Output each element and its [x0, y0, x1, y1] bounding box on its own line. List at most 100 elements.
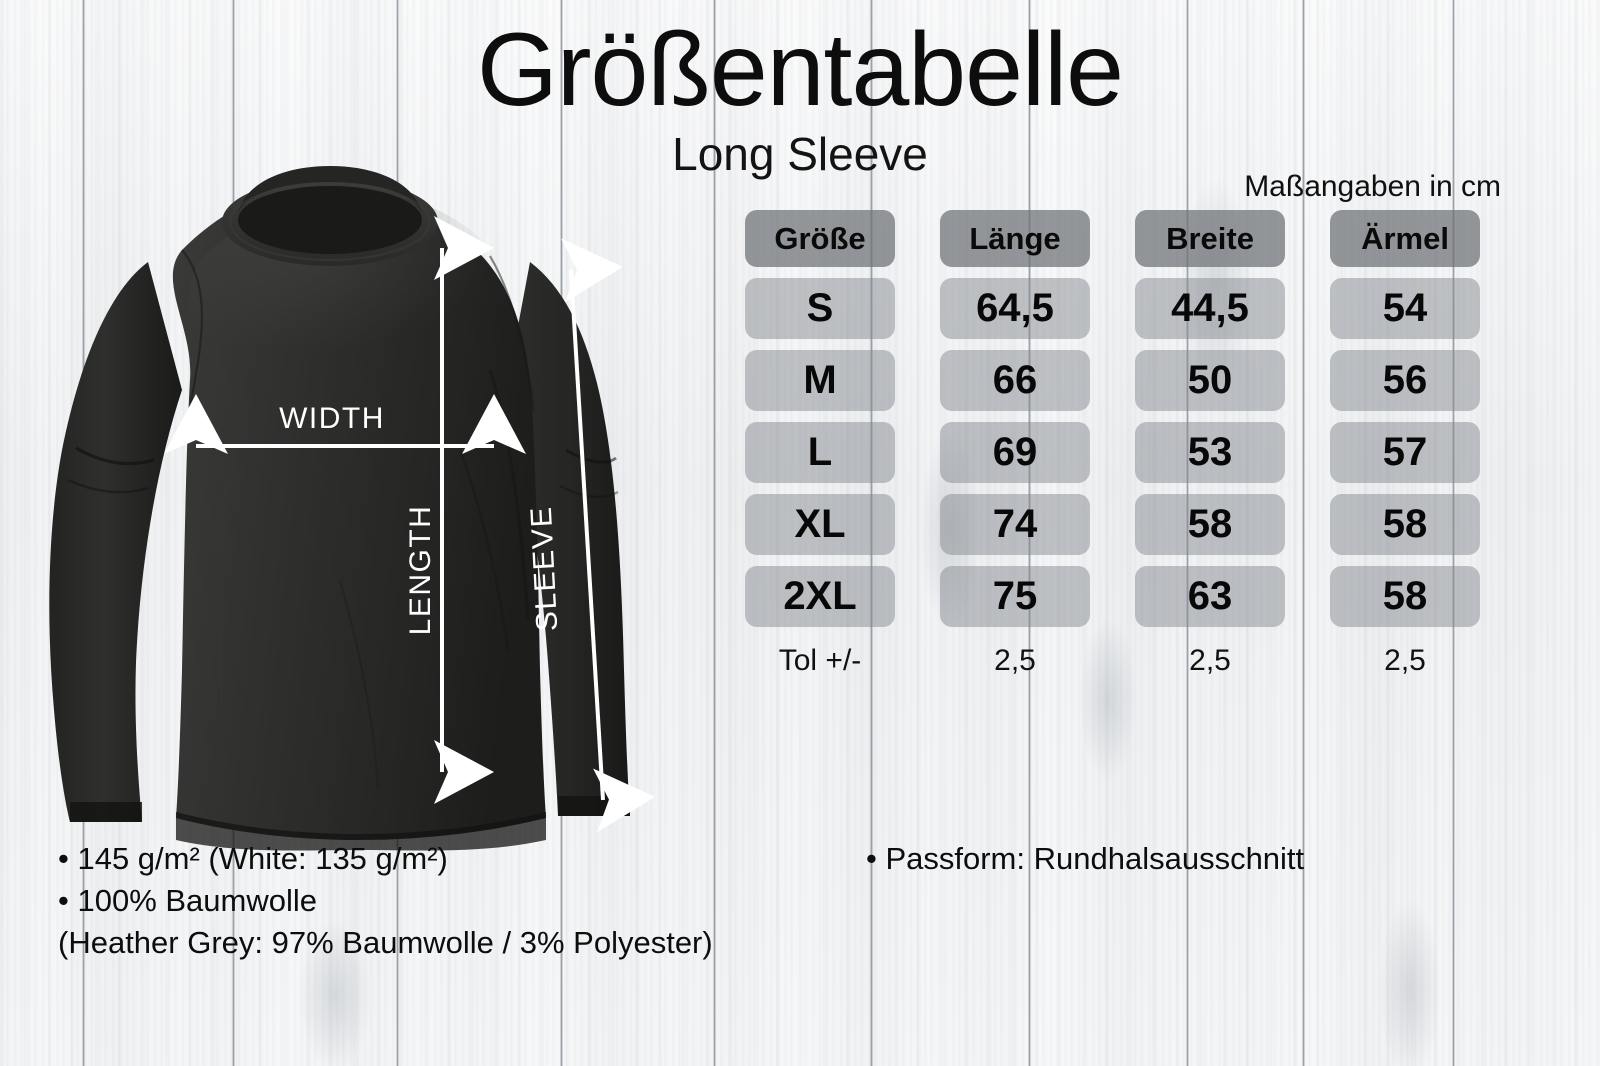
tolerance-value: 2,5 [1384, 644, 1426, 677]
width-cell: 63 [1135, 566, 1285, 627]
wood-knot [920, 430, 980, 630]
cell-value: 69 [992, 430, 1038, 474]
length-cell: 69 [940, 422, 1090, 483]
table-row-l: L 69 53 57 [745, 422, 1525, 483]
page-subtitle: Long Sleeve [672, 128, 928, 181]
table-row-s: S 64,5 44,5 54 [745, 278, 1525, 339]
width-measure-label: WIDTH [279, 402, 385, 435]
material-notes: • 145 g/m² (White: 135 g/m²) • 100% Baum… [58, 838, 713, 964]
size-cell: M [745, 350, 895, 411]
plank-seam [1028, 0, 1031, 1066]
shirt-left-sleeve [49, 262, 183, 822]
table-row-xl: XL 74 58 58 [745, 494, 1525, 555]
tolerance-length-cell: 2,5 [940, 638, 1090, 684]
sleeve-cell: 58 [1330, 494, 1480, 555]
plank-seam [713, 0, 716, 1066]
cell-value: 44,5 [1171, 286, 1249, 330]
table-header-aermel: Ärmel [1330, 210, 1480, 267]
cell-value: 53 [1187, 430, 1233, 474]
length-measure-label: LENGTH [404, 505, 437, 636]
tolerance-width-cell: 2,5 [1135, 638, 1285, 684]
shirt-sleeve-fold-left [67, 478, 149, 494]
page-title: Größentabelle [476, 12, 1124, 128]
tolerance-label-cell: Tol +/- [745, 638, 895, 684]
cell-value: 56 [1382, 358, 1428, 402]
table-row-m: M 66 50 56 [745, 350, 1525, 411]
table-tolerance-row: Tol +/- 2,5 2,5 2,5 [745, 638, 1525, 684]
shirt-shoulder-seam-right [489, 255, 536, 413]
plank-seam [870, 0, 873, 1066]
sleeve-measure-label: SLEEVE [525, 505, 565, 632]
table-header-row: Größe Länge Breite Ärmel [745, 210, 1525, 267]
cell-value: 75 [992, 574, 1038, 618]
cell-value: 58 [1187, 502, 1233, 546]
tolerance-label: Tol +/- [778, 644, 862, 677]
plank-seam [1186, 0, 1189, 1066]
sleeve-cell: 58 [1330, 566, 1480, 627]
length-cell: 64,5 [940, 278, 1090, 339]
cell-value: 57 [1382, 430, 1428, 474]
shirt-fold [338, 579, 380, 791]
wood-knot [1080, 620, 1136, 780]
size-cell: S [745, 278, 895, 339]
fit-notes: • Passform: Rundhalsausschnitt [866, 838, 1304, 880]
size-cell: L [745, 422, 895, 483]
width-cell: 53 [1135, 422, 1285, 483]
width-cell: 44,5 [1135, 278, 1285, 339]
cell-value: M [803, 358, 837, 402]
note-material: • 100% Baumwolle [58, 882, 317, 918]
shirt-right-cuff [558, 796, 630, 816]
cell-value: 63 [1187, 574, 1233, 618]
wood-knot [1380, 900, 1440, 1066]
shirt-collar-back [238, 166, 422, 214]
cell-value: 64,5 [976, 286, 1054, 330]
cell-value: 2XL [783, 574, 857, 618]
table-header-label: Breite [1166, 220, 1254, 256]
table-header-label: Ärmel [1361, 220, 1449, 256]
sleeve-cell: 57 [1330, 422, 1480, 483]
shirt-fold [218, 479, 228, 711]
shirt-shoulder-seam-left [181, 249, 204, 409]
shirt-bottom-hem [176, 812, 546, 851]
long-sleeve-shirt-illustration: LENGTH WIDTH SLEEVE [30, 150, 690, 851]
table-header-label: Größe [774, 220, 866, 256]
length-cell: 66 [940, 350, 1090, 411]
size-table: Maßangaben in cm Größe Länge Breite Ärme… [745, 172, 1525, 695]
shirt-collar-rib [229, 183, 431, 261]
table-header-breite: Breite [1135, 210, 1285, 267]
table-row-2xl: 2XL 75 63 58 [745, 566, 1525, 627]
sleeve-cell: 54 [1330, 278, 1480, 339]
plank-seam [1452, 0, 1455, 1066]
width-cell: 50 [1135, 350, 1285, 411]
tolerance-value: 2,5 [1189, 644, 1231, 677]
length-cell: 75 [940, 566, 1090, 627]
wood-knot [300, 920, 370, 1066]
sleeve-cell: 56 [1330, 350, 1480, 411]
width-cell: 58 [1135, 494, 1285, 555]
sleeve-measure-arrow [561, 238, 655, 833]
unit-note: Maßangaben in cm [1244, 170, 1501, 203]
tolerance-value: 2,5 [994, 644, 1036, 677]
length-cell: 74 [940, 494, 1090, 555]
note-passform: • Passform: Rundhalsausschnitt [866, 841, 1305, 876]
cell-value: 58 [1382, 502, 1428, 546]
tolerance-sleeve-cell: 2,5 [1330, 638, 1480, 684]
cell-value: XL [794, 502, 846, 546]
note-heather-grey: (Heather Grey: 97% Baumwolle / 3% Polyes… [58, 924, 713, 960]
size-cell: 2XL [745, 566, 895, 627]
shirt-left-cuff [70, 802, 142, 822]
table-header-label: Länge [969, 220, 1061, 256]
shirt-collar-inner [238, 186, 422, 254]
size-cell: XL [745, 494, 895, 555]
shirt-sleeve-fold-left [75, 446, 155, 466]
title-block: Größentabelle Long Sleeve [0, 0, 1600, 180]
cell-value: 66 [992, 358, 1038, 402]
cell-value: 50 [1187, 358, 1233, 402]
cell-value: 58 [1382, 574, 1428, 618]
cell-value: 54 [1382, 286, 1428, 330]
note-weight: • 145 g/m² (White: 135 g/m²) [58, 841, 448, 876]
cell-value: L [807, 430, 833, 474]
table-header-laenge: Länge [940, 210, 1090, 267]
cell-value: 74 [992, 502, 1038, 546]
